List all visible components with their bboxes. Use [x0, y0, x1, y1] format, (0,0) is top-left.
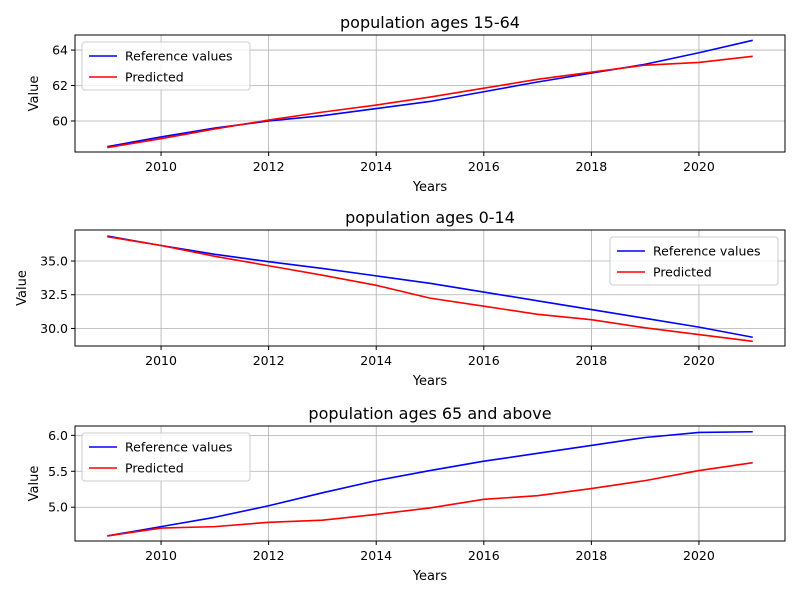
legend: Reference values Predicted: [81, 41, 251, 91]
legend: Reference values Predicted: [81, 432, 251, 482]
series-line-reference: [107, 235, 753, 339]
x-axis-label: Years: [412, 374, 448, 389]
x-tick-label: 2018: [575, 353, 607, 368]
legend-box: [81, 432, 251, 482]
series-line-predicted: [107, 461, 753, 537]
series-line-reference: [107, 430, 753, 537]
series-line-reference: [107, 39, 753, 148]
chart-title: population ages 0-14: [345, 208, 515, 227]
legend-label-reference: Reference values: [653, 244, 761, 259]
x-tick-label: 2012: [253, 548, 285, 563]
y-tick-label: 35.0: [40, 254, 68, 269]
subplot-3: 2010 2012 2014 2016 2018 2020 5.0 5.5 6.0 populat…: [27, 404, 786, 584]
y-tick-label: 5.0: [48, 500, 68, 515]
y-tick-label: 64: [52, 43, 68, 58]
y-axis-label: Value: [27, 466, 42, 502]
subplot-1: 2010 2012 2014 2016 2018 2020 60 62 64 population…: [27, 13, 786, 195]
x-tick-label: 2014: [360, 159, 392, 174]
axes-frame: [74, 34, 786, 153]
legend-label-predicted: Predicted: [125, 70, 184, 85]
x-tick-label: 2018: [575, 159, 607, 174]
subplot-2: 2010 2012 2014 2016 2018 2020 30.0 32.5 35.0 popu…: [15, 208, 786, 389]
axes-frame: [74, 425, 786, 542]
x-tick-label: 2012: [253, 159, 285, 174]
legend-label-reference: Reference values: [125, 49, 233, 64]
x-tick-label: 2016: [468, 159, 500, 174]
x-tick-label: 2014: [360, 353, 392, 368]
x-tick-label: 2020: [683, 159, 715, 174]
legend-label-predicted: Predicted: [653, 265, 712, 280]
x-tick-label: 2016: [468, 548, 500, 563]
y-tick-label: 32.5: [40, 287, 68, 302]
series-line-predicted: [107, 55, 753, 149]
x-tick-label: 2012: [253, 353, 285, 368]
legend: Reference values Predicted: [609, 236, 779, 286]
y-axis-label: Value: [27, 76, 42, 112]
x-tick-label: 2014: [360, 548, 392, 563]
x-tick-label: 2010: [145, 159, 177, 174]
axes-frame: [74, 229, 786, 347]
x-axis-label: Years: [412, 569, 448, 584]
legend-box: [609, 236, 779, 286]
y-tick-label: 30.0: [40, 321, 68, 336]
y-tick-label: 5.5: [48, 464, 68, 479]
legend-label-reference: Reference values: [125, 440, 233, 455]
x-tick-label: 2010: [145, 548, 177, 563]
y-axis-label: Value: [15, 270, 30, 306]
y-tick-label: 62: [52, 78, 68, 93]
y-tick-label: 60: [52, 113, 68, 128]
chart-title: population ages 65 and above: [308, 404, 551, 423]
x-tick-label: 2020: [683, 353, 715, 368]
x-tick-label: 2020: [683, 548, 715, 563]
chart-title: population ages 15-64: [340, 13, 520, 32]
legend-box: [81, 41, 251, 91]
y-tick-label: 6.0: [48, 428, 68, 443]
x-tick-label: 2010: [145, 353, 177, 368]
legend-label-predicted: Predicted: [125, 461, 184, 476]
x-axis-label: Years: [412, 180, 448, 195]
x-tick-label: 2016: [468, 353, 500, 368]
series-line-predicted: [107, 235, 753, 343]
x-tick-label: 2018: [575, 548, 607, 563]
